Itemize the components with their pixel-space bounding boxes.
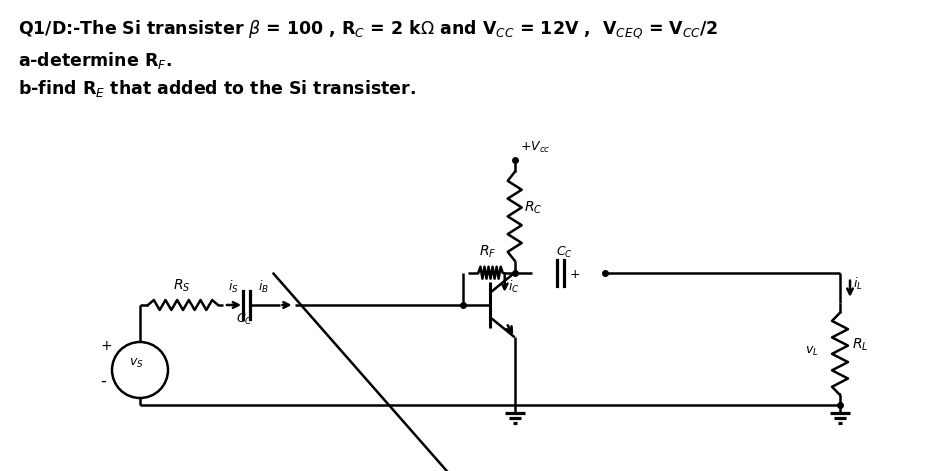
Text: +: + [569, 268, 580, 281]
Text: $+V_{cc}$: $+V_{cc}$ [519, 140, 550, 155]
Text: -: - [836, 387, 841, 400]
Text: a-determine R$_F$.: a-determine R$_F$. [18, 50, 172, 71]
Text: $i_S$: $i_S$ [228, 279, 238, 295]
Text: $i_L$: $i_L$ [853, 276, 863, 292]
Text: $v_S$: $v_S$ [129, 357, 143, 370]
Text: +: + [100, 339, 112, 353]
Text: -: - [100, 372, 106, 390]
Text: $C_C$: $C_C$ [556, 245, 573, 260]
Text: $R_S$: $R_S$ [173, 278, 191, 294]
Text: Q1/D:-The Si transister $\beta$ = 100 , R$_C$ = 2 k$\Omega$ and V$_{CC}$ = 12V ,: Q1/D:-The Si transister $\beta$ = 100 , … [18, 18, 719, 41]
Text: b-find R$_E$ that added to the Si transister.: b-find R$_E$ that added to the Si transi… [18, 78, 416, 99]
Text: $v_L$: $v_L$ [805, 345, 818, 358]
Text: $R_C$: $R_C$ [524, 199, 542, 216]
Text: $C_C$: $C_C$ [236, 312, 253, 327]
Text: $R_L$: $R_L$ [852, 337, 869, 353]
Text: $i_C$: $i_C$ [507, 279, 519, 295]
Text: $R_F$: $R_F$ [479, 244, 496, 260]
Text: $i_B$: $i_B$ [258, 279, 268, 295]
